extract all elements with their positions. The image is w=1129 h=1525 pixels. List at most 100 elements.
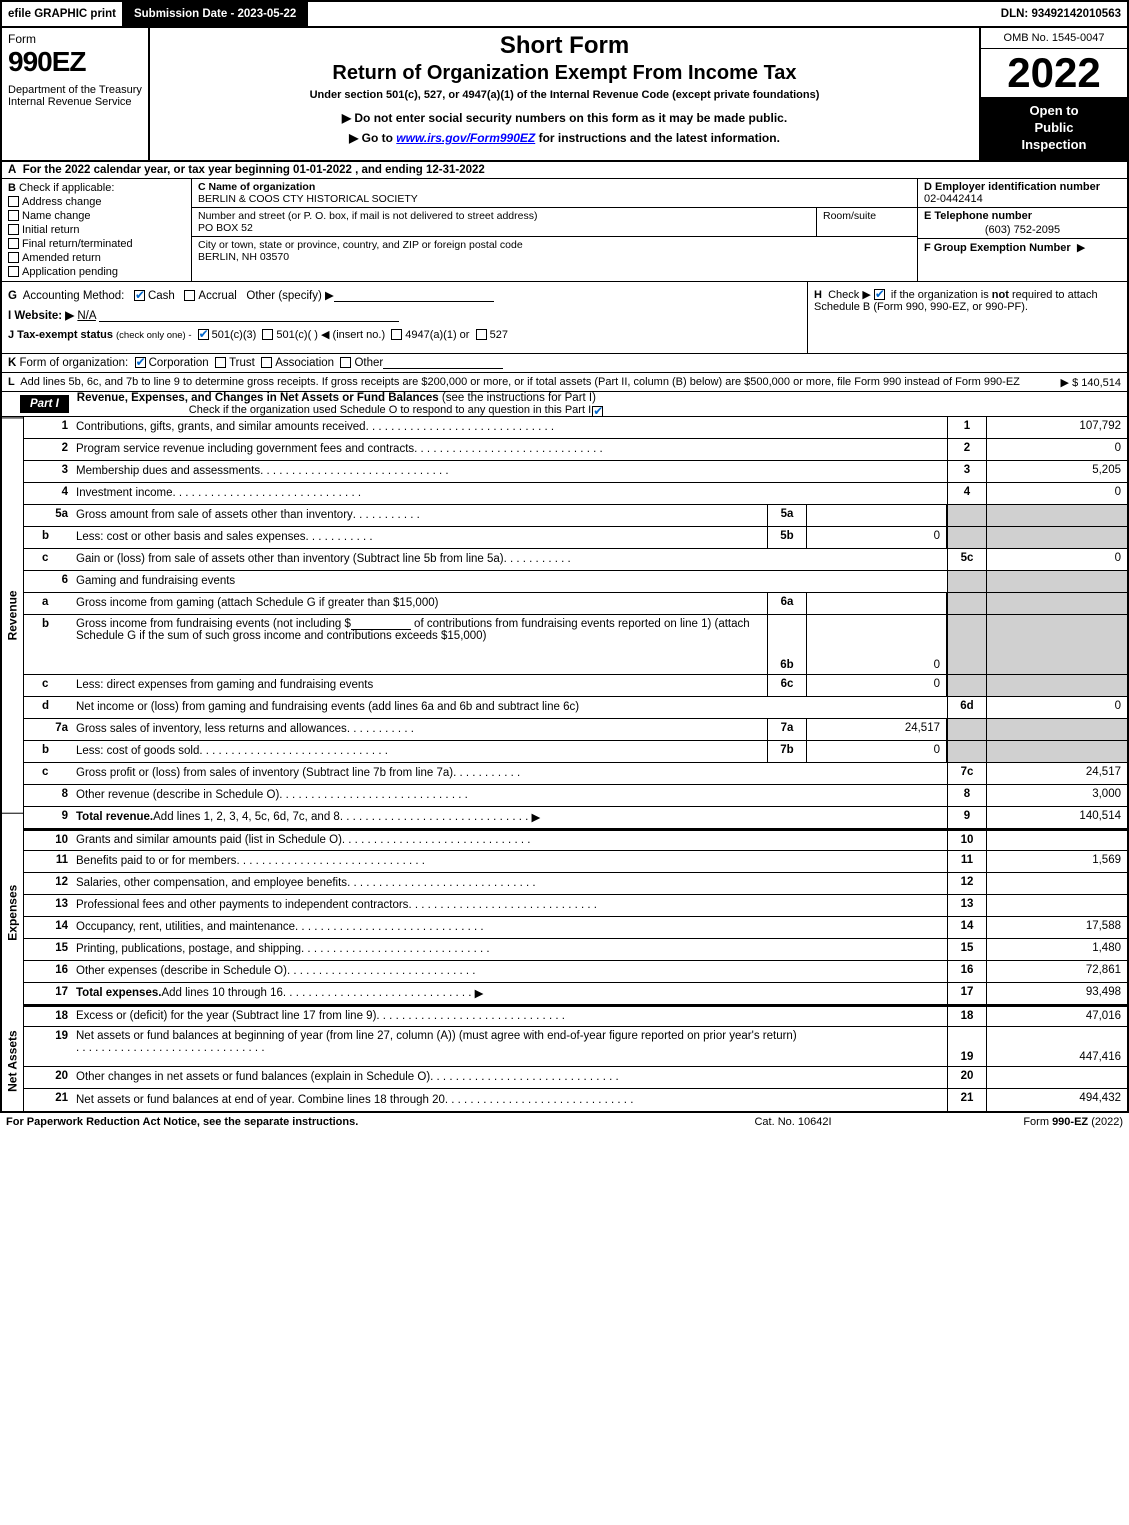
j-4947: 4947(a)(1) or [405,329,469,341]
line-6: 6 Gaming and fundraising events [24,571,1127,593]
ln7c-num: c [24,763,72,784]
c-street-value: PO BOX 52 [198,222,810,234]
ln5c-desc: Gain or (loss) from sale of assets other… [72,549,947,570]
submission-date-chip: Submission Date - 2023-05-22 [124,2,308,26]
dln-label: DLN: 93492142010563 [995,8,1127,20]
ln19-rnum: 19 [947,1027,987,1066]
ln6a-num: a [24,593,72,614]
vtab-revenue: Revenue [2,417,23,813]
d-label: D Employer identification number [924,181,1121,193]
chk-address-change[interactable]: Address change [8,196,185,208]
ln7b-mnum: 7b [767,741,807,762]
ln2-desc: Program service revenue including govern… [72,439,947,460]
ln6a-rnum [947,593,987,614]
ln3-num: 3 [24,461,72,482]
efile-print-label[interactable]: efile GRAPHIC print [2,2,124,26]
part1-sub-text: Check if the organization used Schedule … [189,404,591,416]
chk-schedule-o-part1[interactable] [592,406,603,417]
ln6c-mnum: 6c [767,675,807,696]
ln6b-desc: Gross income from fundraising events (no… [72,615,767,674]
line-2: 2 Program service revenue including gove… [24,439,1127,461]
chk-initial-return[interactable]: Initial return [8,224,185,236]
ln7a-mval: 24,517 [807,719,947,740]
ln6c-rval [987,675,1127,696]
ln7a-rval [987,719,1127,740]
ln2-rnum: 2 [947,439,987,460]
c-name-label: C Name of organization [198,181,911,193]
chk-accrual[interactable] [184,290,195,301]
arrow-icon: ▶ [532,810,541,824]
line-5a: 5a Gross amount from sale of assets othe… [24,505,1127,527]
line-6b: b Gross income from fundraising events (… [24,615,1127,675]
g-text: Accounting Method: [23,290,125,302]
ln10-num: 10 [24,831,72,850]
ln20-rnum: 20 [947,1067,987,1088]
ln7b-num: b [24,741,72,762]
chk-other-org[interactable] [340,357,351,368]
ln1-num: 1 [24,417,72,438]
irs-link[interactable]: www.irs.gov/Form990EZ [396,131,535,145]
ln20-num: 20 [24,1067,72,1088]
col-gij: G Accounting Method: Cash Accrual Other … [2,282,807,353]
ln19-num: 19 [24,1027,72,1066]
col-c: C Name of organization BERLIN & COOS CTY… [192,179,917,281]
ln18-rval: 47,016 [987,1007,1127,1026]
part1-title-suffix: (see the instructions for Part I) [442,392,596,404]
ln9-rval: 140,514 [987,807,1127,828]
line-19: 19 Net assets or fund balances at beginn… [24,1027,1127,1067]
chk-501c[interactable] [262,329,273,340]
chk-final-return[interactable]: Final return/terminated [8,238,185,250]
j-501c3: 501(c)(3) [212,329,257,341]
chk-amended-return[interactable]: Amended return [8,252,185,264]
ln9-rnum: 9 [947,807,987,828]
c-room-label: Room/suite [823,210,911,222]
ln6-desc: Gaming and fundraising events [72,571,947,592]
ln16-rval: 72,861 [987,961,1127,982]
header-center: Short Form Return of Organization Exempt… [150,28,979,160]
ln7a-desc: Gross sales of inventory, less returns a… [72,719,767,740]
chk-527[interactable] [476,329,487,340]
chk-h[interactable] [874,289,885,300]
h-text1: Check ▶ [828,289,871,301]
ln6b-num: b [24,615,72,674]
under-section-text: Under section 501(c), 527, or 4947(a)(1)… [156,89,973,101]
vtab-expenses: Expenses [2,813,23,1012]
line-14: 14 Occupancy, rent, utilities, and maint… [24,917,1127,939]
ln7b-rnum [947,741,987,762]
ln19-rval: 447,416 [987,1027,1127,1066]
row-l: L Add lines 5b, 6c, and 7b to line 9 to … [0,373,1129,392]
chk-association[interactable] [261,357,272,368]
chk-cash[interactable] [134,290,145,301]
c-street-row: Number and street (or P. O. box, if mail… [192,208,917,237]
chk-4947[interactable] [391,329,402,340]
chk-trust[interactable] [215,357,226,368]
ln20-rval [987,1067,1127,1088]
tax-year: 2022 [981,49,1127,97]
k-other: Other [354,357,383,369]
chk-corporation[interactable] [135,357,146,368]
ln5b-rnum [947,527,987,548]
chk-application-pending[interactable]: Application pending [8,266,185,278]
ln6a-rval [987,593,1127,614]
chk-name-change[interactable]: Name change [8,210,185,222]
ln15-desc: Printing, publications, postage, and shi… [72,939,947,960]
ln3-rval: 5,205 [987,461,1127,482]
vtab-net-assets: Net Assets [2,1012,23,1111]
g-other-blank[interactable] [334,290,494,302]
ln2-rval: 0 [987,439,1127,460]
ln13-num: 13 [24,895,72,916]
pra-notice: For Paperwork Reduction Act Notice, see … [6,1116,683,1128]
line-6c: c Less: direct expenses from gaming and … [24,675,1127,697]
c-street-block: Number and street (or P. O. box, if mail… [192,208,817,236]
b-text: Check if applicable: [19,182,114,194]
ln21-rval: 494,432 [987,1089,1127,1111]
ln4-desc: Investment income [72,483,947,504]
d-ein: D Employer identification number 02-0442… [918,179,1127,207]
ln3-desc: Membership dues and assessments [72,461,947,482]
chk-501c3[interactable] [198,329,209,340]
line-15: 15 Printing, publications, postage, and … [24,939,1127,961]
ln5a-num: 5a [24,505,72,526]
short-form-title: Short Form [156,32,973,60]
label-b: B [8,182,16,194]
ln6b-blank [351,618,411,630]
